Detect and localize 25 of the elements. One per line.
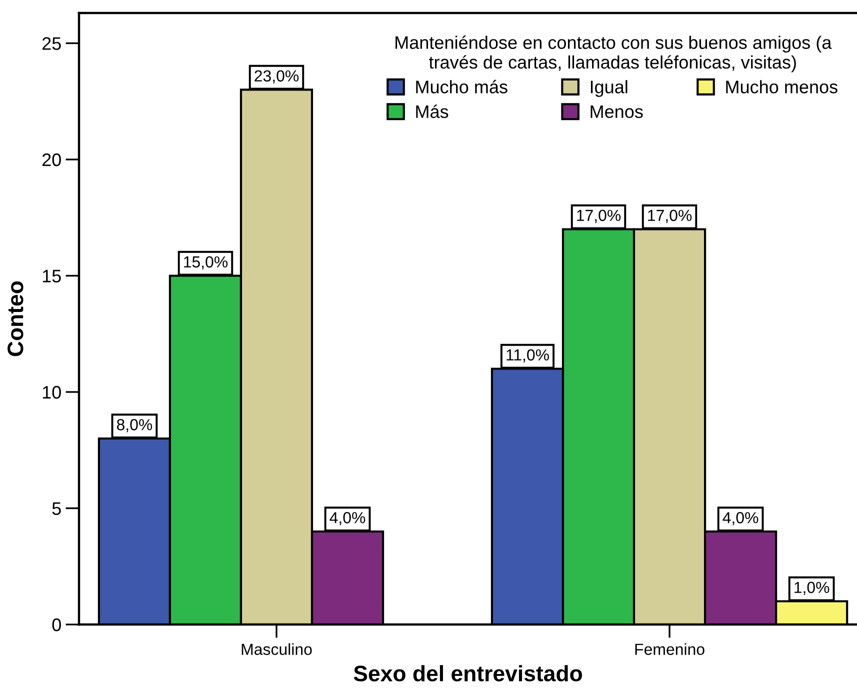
legend-title: Manteniéndose en contacto con sus buenos amigos (a través de cartas, llamadas teléfonicas, visitas) (396, 36, 832, 72)
y-tick-label: 20 (42, 153, 61, 166)
legend-label: Más (416, 104, 448, 118)
x-tick-label: Femenino (635, 643, 704, 655)
legend-label: Menos (590, 105, 643, 118)
y-tick-label: 15 (42, 270, 61, 282)
x-axis-title: Sexo del entrevistado (354, 665, 582, 682)
data-label: 1,0% (794, 582, 830, 595)
data-label: 17,0% (577, 210, 621, 223)
y-tick-label: 5 (52, 502, 61, 515)
y-axis-title: Conteo (8, 281, 24, 356)
y-tick-label: 0 (52, 618, 61, 632)
data-label: 8,0% (116, 419, 152, 432)
x-tick-label: Masculino (242, 643, 312, 655)
data-label: 17,0% (648, 210, 692, 223)
legend-label: Igual (590, 80, 628, 97)
data-label: 23,0% (254, 70, 299, 84)
data-label: 11,0% (506, 349, 549, 362)
data-label: 4,0% (330, 512, 366, 526)
y-tick-label: 10 (42, 386, 61, 399)
legend-label: Mucho más (416, 80, 508, 94)
y-tick-label: 25 (42, 37, 61, 50)
data-label: 15,0% (184, 256, 228, 270)
legend-label: Mucho menos (726, 80, 838, 94)
data-label: 4,0% (722, 512, 758, 526)
